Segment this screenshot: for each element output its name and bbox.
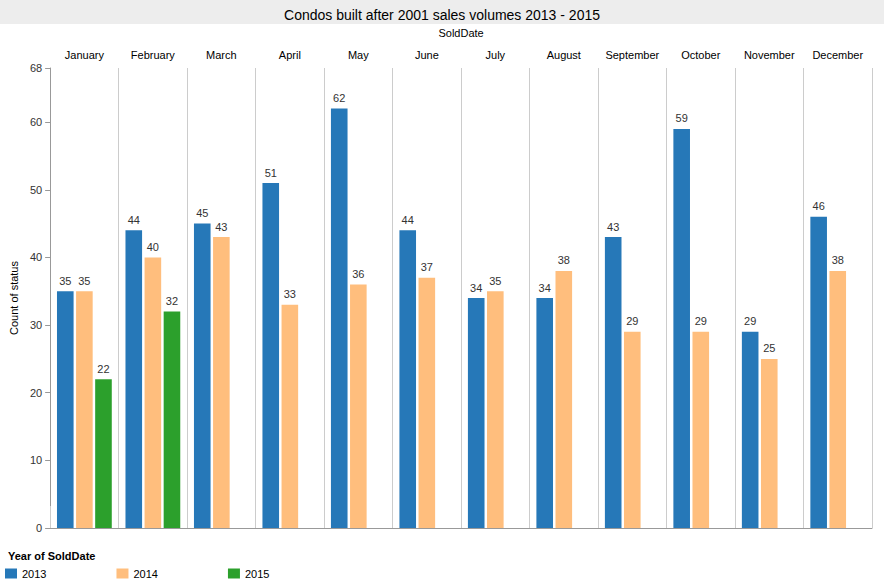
svg-text:August: August [547, 49, 581, 61]
svg-text:November: November [744, 49, 795, 61]
svg-text:35: 35 [78, 275, 90, 287]
svg-text:43: 43 [215, 221, 227, 233]
svg-text:36: 36 [352, 268, 364, 280]
svg-text:29: 29 [744, 315, 756, 327]
svg-text:43: 43 [607, 221, 619, 233]
svg-text:38: 38 [832, 254, 844, 266]
svg-text:September: September [605, 49, 659, 61]
svg-text:37: 37 [421, 261, 433, 273]
svg-text:51: 51 [265, 167, 277, 179]
svg-text:20: 20 [30, 387, 42, 399]
svg-text:40: 40 [30, 251, 42, 263]
svg-text:2014: 2014 [133, 568, 157, 580]
svg-text:60: 60 [30, 116, 42, 128]
svg-text:June: June [415, 49, 439, 61]
svg-text:Condos built after 2001 sales: Condos built after 2001 sales volumes 20… [284, 7, 600, 23]
svg-text:30: 30 [30, 319, 42, 331]
svg-text:34: 34 [470, 282, 482, 294]
svg-text:Year of SoldDate: Year of SoldDate [8, 550, 95, 562]
svg-text:32: 32 [166, 295, 178, 307]
svg-text:February: February [131, 49, 176, 61]
svg-text:0: 0 [36, 522, 42, 534]
svg-text:34: 34 [539, 282, 551, 294]
svg-text:May: May [348, 49, 369, 61]
svg-text:22: 22 [97, 363, 109, 375]
svg-text:December: December [812, 49, 863, 61]
svg-text:10: 10 [30, 454, 42, 466]
svg-text:2015: 2015 [245, 568, 269, 580]
svg-text:35: 35 [489, 275, 501, 287]
svg-text:April: April [279, 49, 301, 61]
svg-text:October: October [681, 49, 720, 61]
svg-text:July: July [486, 49, 506, 61]
svg-text:March: March [206, 49, 237, 61]
svg-text:40: 40 [147, 241, 159, 253]
svg-text:35: 35 [59, 275, 71, 287]
svg-text:29: 29 [695, 315, 707, 327]
svg-text:29: 29 [626, 315, 638, 327]
svg-text:68: 68 [30, 62, 42, 74]
svg-text:38: 38 [558, 254, 570, 266]
svg-text:44: 44 [128, 214, 140, 226]
svg-text:33: 33 [284, 288, 296, 300]
svg-text:25: 25 [763, 342, 775, 354]
svg-text:2013: 2013 [22, 568, 46, 580]
svg-text:SoldDate: SoldDate [438, 27, 483, 39]
svg-text:45: 45 [196, 207, 208, 219]
svg-text:44: 44 [402, 214, 414, 226]
svg-text:59: 59 [676, 112, 688, 124]
svg-text:January: January [65, 49, 105, 61]
svg-text:62: 62 [333, 92, 345, 104]
svg-text:Count of status: Count of status [8, 261, 20, 335]
svg-text:46: 46 [813, 200, 825, 212]
svg-text:50: 50 [30, 184, 42, 196]
